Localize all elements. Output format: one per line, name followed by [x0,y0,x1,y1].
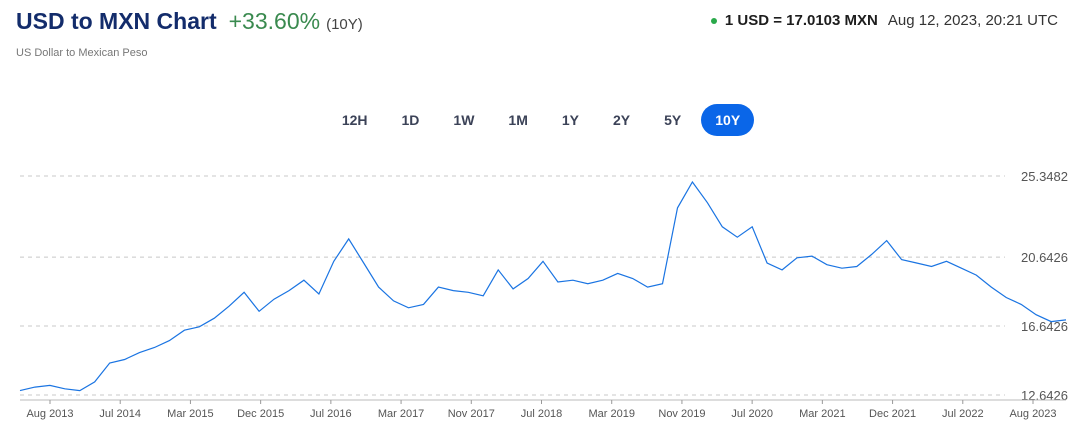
x-tick-label: Jul 2016 [310,408,352,420]
range-button-12h[interactable]: 12H [341,112,368,128]
x-tick-label: Mar 2015 [167,408,213,420]
period-label: (10Y) [326,16,363,33]
range-button-1d[interactable]: 1D [401,112,420,128]
time-range-selector: 12H 1D 1W 1M 1Y 2Y 5Y 10Y [0,104,1082,136]
usd-mxn-line-chart[interactable]: 25.3482 20.6426 16.6426 12.6426 Aug 2013 Jul … [0,150,1082,435]
x-tick-label: Mar 2019 [588,408,634,420]
x-tick-label: Jul 2018 [521,408,563,420]
x-tick-label: Aug 2023 [1009,408,1056,420]
y-tick-label: 12.6426 [1021,388,1068,403]
x-tick-label: Aug 2013 [26,408,73,420]
page-title: USD to MXN Chart [16,8,217,34]
x-tick-label: Jul 2020 [731,408,773,420]
x-tick-label: Jul 2014 [99,408,141,420]
usd-mxn-series-line [19,180,1067,392]
live-status-dot-icon [710,17,717,24]
x-tick-label: Jul 2022 [942,408,984,420]
range-button-5y[interactable]: 5Y [664,112,682,128]
range-button-1m[interactable]: 1M [508,112,528,128]
percent-change: +33.60% [228,8,321,34]
x-tick-label: Nov 2019 [658,408,705,420]
x-tick-label: Nov 2017 [448,408,495,420]
rate-info: 1 USD = 17.0103 MXN Aug 12, 2023, 20:21 … [710,12,1058,29]
title-row: USD to MXN Chart +33.60% (10Y) [16,8,363,35]
x-tick-label: Mar 2021 [799,408,845,420]
x-tick-label: Dec 2015 [237,408,284,420]
pair-subtitle: US Dollar to Mexican Peso [16,47,148,59]
y-tick-label: 20.6426 [1021,250,1068,265]
range-button-2y[interactable]: 2Y [613,112,631,128]
range-button-10y[interactable]: 10Y [701,104,755,136]
current-rate: 1 USD = 17.0103 MXN [724,12,878,29]
range-button-1w[interactable]: 1W [453,112,475,128]
range-button-1y[interactable]: 1Y [561,112,579,128]
y-tick-label: 16.6426 [1021,319,1068,334]
y-tick-label: 25.3482 [1021,169,1068,184]
rate-timestamp: Aug 12, 2023, 20:21 UTC [887,12,1058,29]
x-tick-label: Dec 2021 [869,408,916,420]
chart-header: USD to MXN Chart +33.60% (10Y) US Dollar… [16,8,363,59]
x-tick-label: Mar 2017 [378,408,424,420]
